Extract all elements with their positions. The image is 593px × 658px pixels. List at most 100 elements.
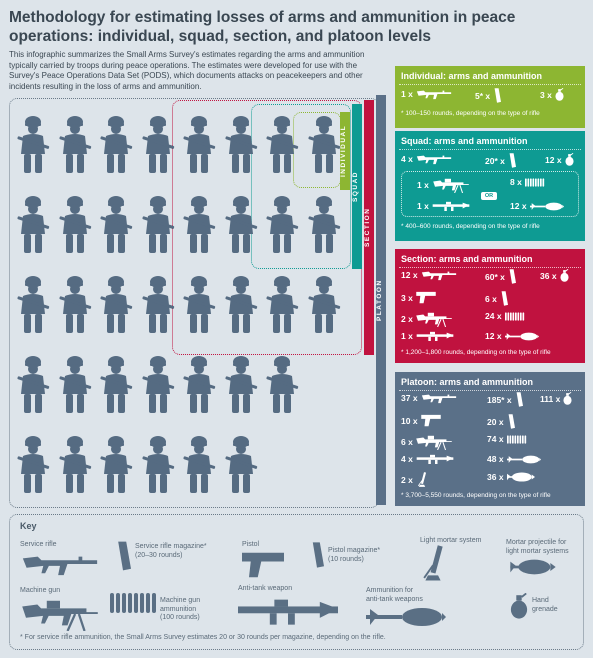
soldier-icon	[97, 194, 135, 254]
soldier-icon	[56, 274, 94, 334]
squad-mag-count: 20* x	[485, 153, 516, 168]
key-anti-tank-icon	[238, 597, 338, 625]
soldier-icon	[305, 114, 343, 174]
platoon-pistol-mag-count: 20 x	[487, 414, 515, 429]
mg-ammo-icon	[505, 312, 525, 321]
section-pistol-mag-count: 6 x	[485, 291, 508, 306]
squad-alternatives-box	[401, 171, 579, 217]
magazine-icon	[508, 153, 516, 168]
platoon-pistol-count: 10 x	[401, 414, 441, 427]
individual-panel: Individual: arms and ammunition 1 x 5* x…	[395, 66, 585, 128]
platoon-mg-count: 6 x	[401, 434, 452, 450]
soldier-icon	[139, 434, 177, 494]
soldier-icon	[97, 114, 135, 174]
machine-gun-icon	[432, 177, 470, 193]
soldier-icon	[222, 354, 260, 414]
key-service-rifle-label: Service rifle	[20, 541, 57, 548]
platoon-bar-label: PLATOON	[376, 279, 383, 321]
key-machine-gun-label: Machine gun	[20, 587, 61, 594]
platoon-bar	[376, 95, 386, 505]
pistol-magazine-icon	[500, 291, 508, 306]
soldier-icon	[139, 354, 177, 414]
squad-panel-title: Squad: arms and ammunition	[399, 131, 581, 150]
hand-grenade-icon	[565, 153, 574, 166]
key-hand-grenade-icon	[510, 593, 528, 619]
soldier-icon	[180, 114, 218, 174]
anti-tank-icon	[416, 454, 454, 464]
section-note: * 1,200–1,800 rounds, depending on the t…	[401, 349, 551, 356]
key-mortar-projectile-icon	[510, 559, 556, 575]
key-light-mortar-icon	[420, 545, 446, 583]
squad-mg-count: 1 x	[417, 177, 470, 193]
soldier-icon	[263, 114, 301, 174]
section-bar	[364, 100, 374, 355]
soldier-icon	[14, 194, 52, 254]
platoon-mortar-proj-count: 36 x	[487, 472, 535, 482]
individual-bar	[340, 112, 350, 190]
pistol-icon	[416, 291, 436, 304]
mg-ammo-icon	[507, 435, 527, 444]
soldier-icon	[222, 194, 260, 254]
platoon-panel-title: Platoon: arms and ammunition	[399, 372, 581, 391]
soldier-icon	[139, 114, 177, 174]
section-at-count: 1 x	[401, 331, 454, 341]
soldier-icon	[14, 274, 52, 334]
platoon-panel: Platoon: arms and ammunition 37 x 185* x…	[395, 372, 585, 506]
platoon-grenade-count: 111 x	[540, 392, 572, 405]
soldier-icon	[139, 274, 177, 334]
squad-bar-label: SQUAD	[352, 171, 359, 202]
soldier-icon	[263, 194, 301, 254]
section-panel: Section: arms and ammunition 12 x 60* x …	[395, 249, 585, 363]
key-hand-grenade-label: Hand grenade	[532, 597, 558, 613]
mortar-projectile-icon	[507, 472, 535, 482]
soldier-icon	[305, 274, 343, 334]
section-bar-label: SECTION	[364, 207, 371, 248]
platoon-at-count: 4 x	[401, 454, 454, 464]
machine-gun-icon	[416, 434, 452, 450]
platoon-note: * 3,700–5,550 rounds, depending on the t…	[401, 492, 551, 499]
soldier-icon	[180, 194, 218, 254]
individual-mag-count: 5* x	[475, 88, 501, 103]
individual-note: * 100–150 rounds, depending on the type …	[401, 110, 540, 117]
intro-text: This infographic summarizes the Small Ar…	[9, 50, 365, 91]
key-pistol-icon	[242, 551, 284, 579]
section-rifle-count: 12 x	[401, 269, 457, 281]
at-ammo-icon	[505, 332, 539, 341]
pistol-magazine-icon	[507, 414, 515, 429]
key-machine-gun-icon	[22, 597, 98, 631]
rifle-icon	[416, 88, 452, 100]
key-box: Key Service rifle Service rifle magazine…	[9, 514, 584, 650]
key-anti-tank-label: Anti-tank weapon	[238, 585, 293, 592]
magazine-icon	[493, 88, 501, 103]
soldier-icon	[97, 274, 135, 334]
hand-grenade-icon	[563, 392, 572, 405]
key-pistol-magazine-icon	[310, 541, 324, 569]
soldier-icon	[56, 194, 94, 254]
mg-ammo-icon	[525, 178, 545, 187]
at-ammo-icon	[530, 202, 564, 211]
section-grenade-count: 36 x	[540, 269, 569, 282]
section-pistol-count: 3 x	[401, 291, 436, 304]
platoon-at-ammo-count: 48 x	[487, 454, 541, 464]
soldier-icon	[263, 274, 301, 334]
section-panel-title: Section: arms and ammunition	[399, 249, 581, 268]
squad-bar	[352, 104, 362, 269]
anti-tank-icon	[416, 331, 454, 341]
soldier-icon	[56, 114, 94, 174]
section-mg-count: 2 x	[401, 311, 452, 327]
at-ammo-icon	[507, 455, 541, 464]
platoon-rifle-count: 37 x	[401, 392, 457, 404]
soldier-icon	[222, 274, 260, 334]
soldier-icon	[263, 354, 301, 414]
individual-grenade-count: 3 x	[540, 88, 564, 101]
key-at-ammo-label: Ammunition for anti-tank weapons	[366, 587, 423, 603]
key-pistol-label: Pistol	[242, 541, 260, 548]
platoon-mg-ammo-count: 74 x	[487, 434, 527, 444]
light-mortar-icon	[416, 472, 428, 488]
soldier-icon	[222, 114, 260, 174]
individual-rifle-count: 1 x	[401, 88, 452, 100]
magazine-icon	[508, 269, 516, 284]
key-at-ammo-icon	[366, 607, 446, 627]
rifle-icon	[416, 153, 452, 165]
squad-at-ammo-count: 12 x	[510, 201, 564, 211]
